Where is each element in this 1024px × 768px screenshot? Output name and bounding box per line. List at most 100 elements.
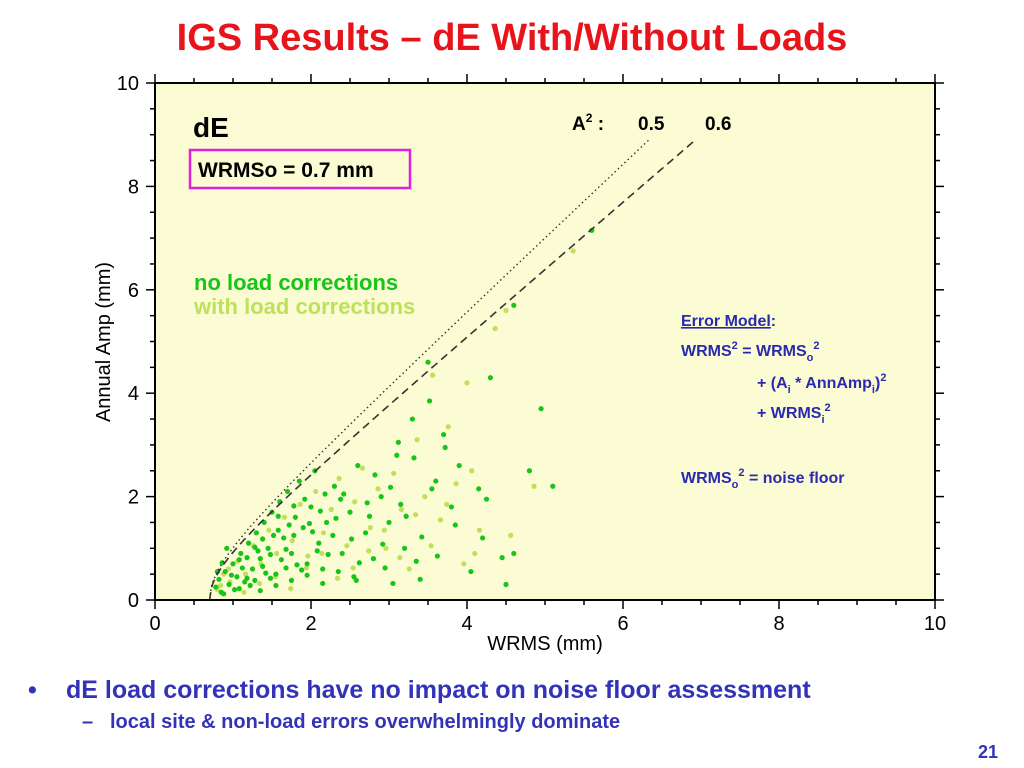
a2-value-0.6: 0.6 [705,114,731,135]
point-no-load [267,551,274,558]
point-no-load [306,520,313,527]
point-no-load [257,588,263,594]
point-with-load [303,565,309,571]
point-no-load [452,522,458,528]
point-no-load [278,557,284,563]
point-with-load [453,481,459,487]
point-no-load [228,572,235,578]
point-with-load [398,506,405,513]
point-no-load [378,494,384,500]
a2-label: A2 : [572,111,604,135]
a2-colon: : [592,114,604,135]
point-no-load [273,571,279,577]
point-no-load [247,582,253,589]
point-no-load [288,577,295,583]
point-with-load [444,501,450,507]
x-tick-label: 6 [617,613,628,635]
wrms-box-frame [188,148,412,190]
legend-no-load: no load corrections [194,270,398,295]
point-no-load [380,541,386,547]
y-tick-label: 2 [128,487,139,509]
point-no-load [511,302,517,308]
point-no-load [257,556,263,562]
point-with-load [422,494,428,500]
point-with-load [492,325,498,332]
point-with-load [437,517,444,523]
point-with-load [469,468,475,474]
point-no-load [366,513,373,519]
point-no-load [335,568,341,575]
point-with-load [391,470,397,476]
point-no-load [253,530,259,536]
point-with-load [217,582,224,589]
point-no-load [429,486,435,492]
point-with-load [266,527,272,533]
point-no-load [403,513,409,519]
point-no-load [234,574,240,580]
point-no-load [246,540,252,546]
point-no-load [263,570,269,576]
point-no-load [468,568,474,575]
y-axis-label: Annual Amp (mm) [93,262,115,422]
point-no-load [425,359,431,365]
point-no-load [395,439,401,445]
point-with-load [531,483,537,489]
point-no-load [239,565,245,571]
point-no-load [286,522,292,528]
point-with-load [256,580,263,587]
point-no-load [483,496,490,502]
wrms-box-text: WRMSo = 0.7 mm [198,159,374,182]
point-no-load [386,519,392,526]
error-model-annotation: Error Model: WRMS2 = WRMSo2 + (Ai * AnnA… [681,313,886,491]
scatter-points [213,227,595,597]
x-tick-label: 4 [461,613,472,635]
point-with-load [359,465,366,471]
point-no-load [285,488,291,495]
point-no-load [442,444,448,451]
point-no-load [260,563,266,569]
point-no-load [244,575,250,581]
point-no-load [487,375,493,381]
point-no-load [216,576,222,582]
point-no-load [333,515,339,521]
point-no-load [503,581,509,588]
point-with-load [367,525,373,531]
slide-title: IGS Results – dE With/Without Loads [176,17,848,59]
panel-label: dE [193,112,229,143]
point-with-load [241,589,247,595]
point-no-load [480,535,486,541]
point-no-load [441,431,447,438]
point-no-load [324,519,330,526]
point-no-load [331,483,337,489]
point-no-load [270,532,277,538]
point-with-load [350,565,356,571]
point-with-load [289,537,295,544]
point-no-load [304,561,310,567]
point-no-load [267,575,274,581]
point-no-load [213,584,219,590]
x-tick-label: 2 [305,613,316,635]
point-no-load [308,504,314,510]
point-no-load [283,565,289,571]
point-no-load [291,503,297,509]
point-no-load [363,530,369,536]
point-no-load [394,452,400,458]
point-no-load [304,572,310,578]
point-with-load [328,506,334,513]
x-tick-label: 8 [773,613,784,635]
error-model-colon: : [771,313,776,330]
x-axis-label: WRMS (mm) [487,633,603,655]
point-no-load [456,462,462,469]
point-no-load [434,553,440,559]
sub-bullet-text: local site & non-load errors overwhelmin… [110,711,621,733]
bullet-item: • dE load corrections have no impact on … [28,676,1008,705]
point-no-load [296,478,302,484]
point-with-load [381,527,387,533]
point-no-load [291,532,297,538]
x-tick-label: 0 [149,613,160,635]
point-with-load [445,424,451,430]
point-no-load [292,514,298,520]
point-no-load [294,562,300,568]
point-no-load [224,545,230,551]
point-no-load [550,483,556,489]
